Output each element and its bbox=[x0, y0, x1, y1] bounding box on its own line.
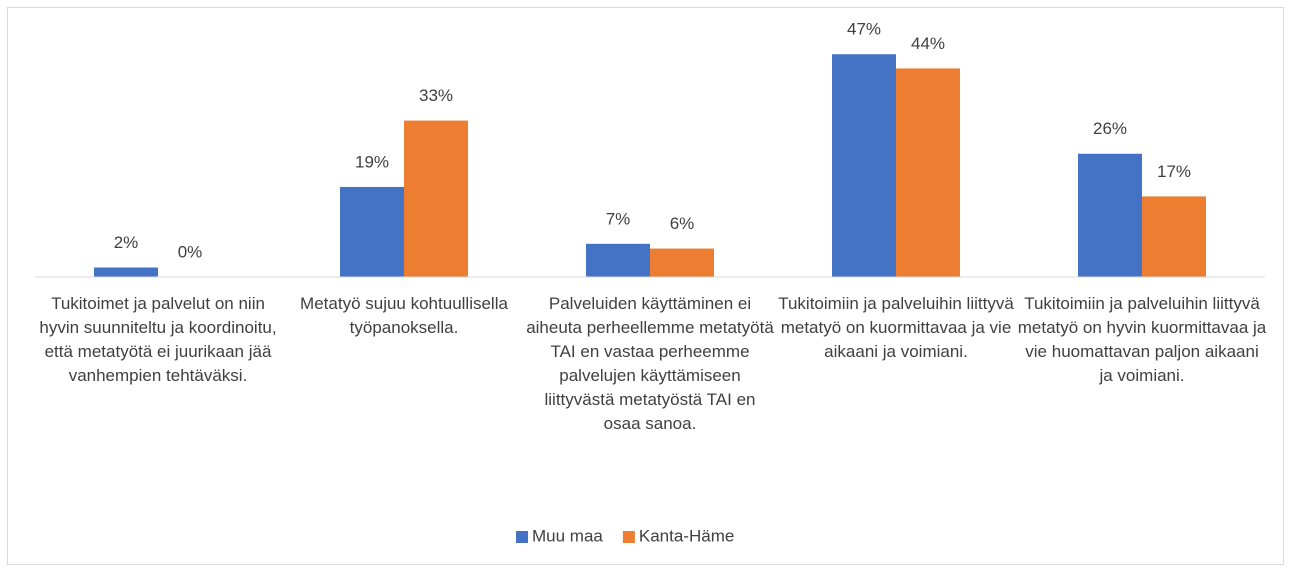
bar bbox=[340, 186, 404, 277]
bar bbox=[1142, 196, 1206, 277]
bar bbox=[1078, 153, 1142, 277]
x-tick-label: Palveluiden käyttäminen ei aiheuta perhe… bbox=[526, 294, 774, 433]
data-label: 44% bbox=[911, 34, 945, 53]
bar bbox=[404, 120, 468, 277]
data-label: 47% bbox=[847, 20, 881, 39]
data-label: 19% bbox=[355, 152, 389, 171]
data-label: 0% bbox=[178, 242, 203, 261]
x-tick-label: Metatyö sujuu kohtuullisella työpanoksel… bbox=[300, 294, 508, 337]
chart-border bbox=[7, 7, 1284, 565]
data-label: 6% bbox=[670, 214, 695, 233]
bar bbox=[832, 54, 896, 277]
x-tick-label: Tukitoimiin ja palveluihin liittyvä meta… bbox=[778, 294, 1014, 361]
bar bbox=[586, 243, 650, 277]
legend-swatch bbox=[516, 531, 528, 543]
bar bbox=[650, 248, 714, 277]
data-label: 7% bbox=[606, 209, 631, 228]
data-label: 26% bbox=[1093, 119, 1127, 138]
bar bbox=[896, 68, 960, 277]
data-label: 2% bbox=[114, 233, 139, 252]
legend-swatch bbox=[622, 531, 635, 543]
bar bbox=[94, 267, 158, 277]
legend-label: Kanta-Häme bbox=[639, 526, 734, 545]
x-tick-label: Tukitoimet ja palvelut on niin hyvin suu… bbox=[39, 294, 277, 385]
legend-label: Muu maa bbox=[532, 526, 603, 545]
data-label: 17% bbox=[1157, 162, 1191, 181]
data-label: 33% bbox=[419, 86, 453, 105]
x-tick-label: Tukitoimiin ja palveluihin liittyvä meta… bbox=[1017, 294, 1267, 385]
